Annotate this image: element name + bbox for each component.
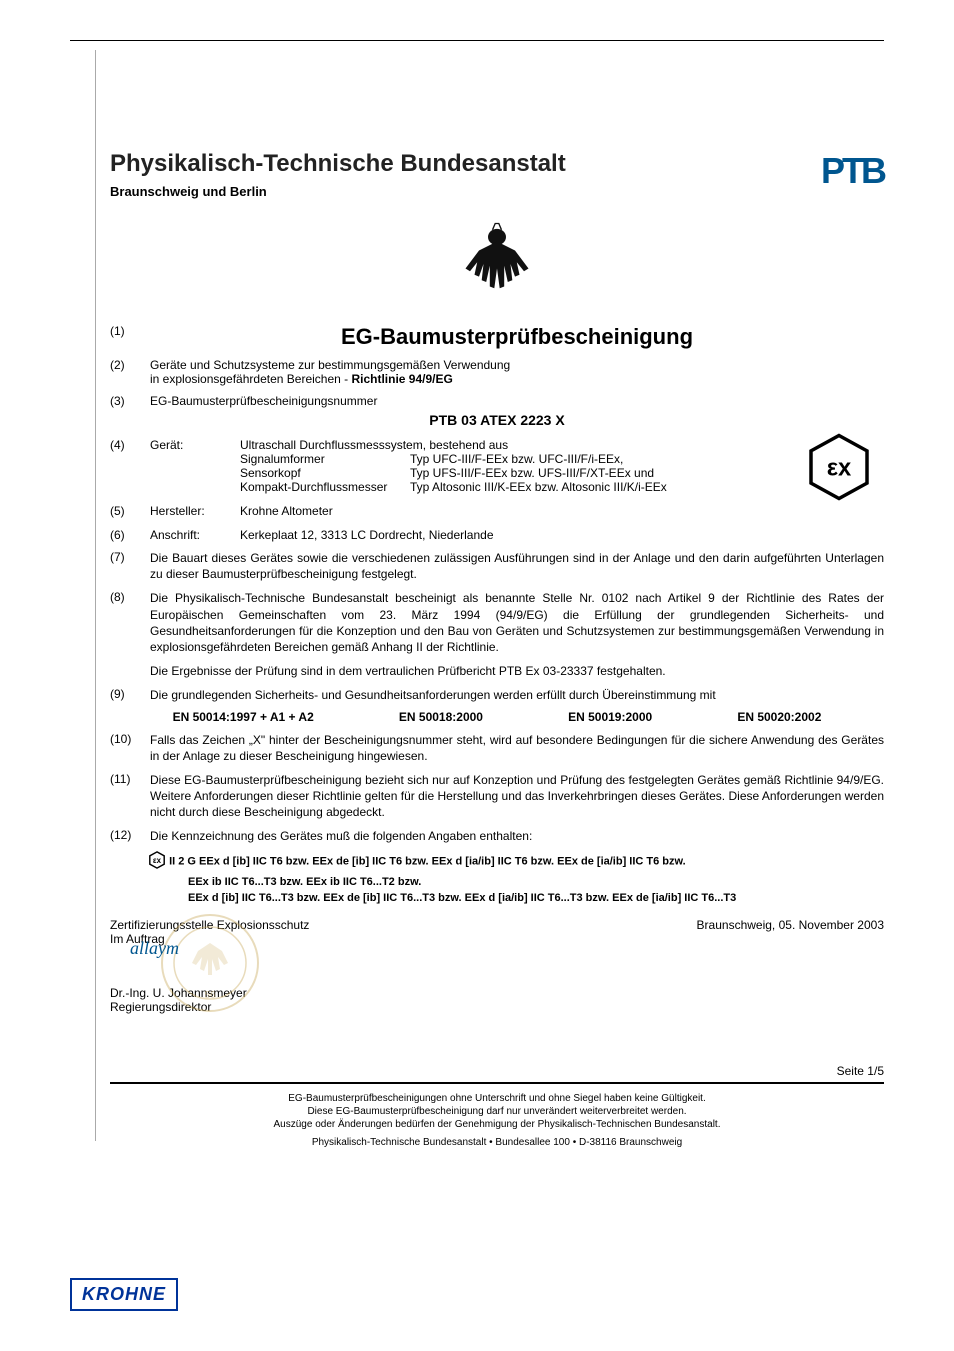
label5: Hersteller:: [150, 504, 240, 518]
line2b: in explosionsgefährdeten Bereichen -: [150, 372, 351, 386]
std2: EN 50018:2000: [399, 710, 483, 724]
dev-r2-label: Sensorkopf: [240, 466, 410, 480]
item-num-3: (3): [110, 394, 150, 408]
svg-text:εx: εx: [827, 454, 852, 481]
dev-r1-label: Signalumformer: [240, 452, 410, 466]
line2a: Geräte und Schutzsysteme zur bestimmungs…: [150, 358, 510, 372]
std1: EN 50014:1997 + A1 + A2: [173, 710, 314, 724]
item-row-12: (12) Die Kennzeichnung des Gerätes muß d…: [110, 828, 884, 844]
para8b: Die Ergebnisse der Prüfung sind in dem v…: [150, 663, 884, 679]
cert-number: PTB 03 ATEX 2223 X: [110, 412, 884, 428]
ex-rating-block: εx II 2 G EEx d [ib] IIC T6 bzw. EEx de …: [110, 851, 884, 904]
footer-notes: EG-Baumusterprüfbescheinigungen ohne Unt…: [110, 1092, 884, 1131]
svg-text:56: 56: [204, 990, 216, 1001]
signature-row: Zertifizierungsstelle Explosionsschutz I…: [110, 918, 884, 1014]
item-row-7: (7) Die Bauart dieses Gerätes sowie die …: [110, 550, 884, 582]
value6: Kerkeplaat 12, 3313 LC Dordrecht, Nieder…: [240, 528, 884, 542]
sig-place-date: Braunschweig, 05. November 2003: [697, 918, 884, 932]
item-row-2: (2) Geräte und Schutzsysteme zur bestimm…: [110, 358, 884, 386]
item-8-content: Die Physikalisch-Technische Bundesanstal…: [150, 590, 884, 679]
device-label: Gerät:: [150, 438, 240, 494]
org-title: Physikalisch-Technische Bundesanstalt: [110, 150, 566, 178]
value5: Krohne Altometer: [240, 504, 884, 518]
header-row: Physikalisch-Technische Bundesanstalt Br…: [110, 150, 884, 199]
page-number: Seite 1/5: [110, 1064, 884, 1078]
std4: EN 50020:2002: [737, 710, 821, 724]
dev-r3-label: Kompakt-Durchflussmesser: [240, 480, 410, 494]
device-intro: Ultraschall Durchflussmesssystem, besteh…: [240, 438, 884, 452]
device-content: Ultraschall Durchflussmesssystem, besteh…: [240, 438, 884, 494]
device-sub-row-1: Signalumformer Typ UFC-III/F-EEx bzw. UF…: [240, 452, 884, 466]
svg-text:εx: εx: [153, 856, 162, 865]
item-3-content: EG-Baumusterprüfbescheinigungsnummer: [150, 394, 884, 408]
footer-note3: Auszüge oder Änderungen bedürfen der Gen…: [110, 1118, 884, 1131]
item-num-9: (9): [110, 687, 150, 701]
item-num-8: (8): [110, 590, 150, 604]
cert-title-row: (1) EG-Baumusterprüfbescheinigung: [110, 324, 884, 350]
eagle-emblem: [110, 219, 884, 314]
header-text-block: Physikalisch-Technische Bundesanstalt Br…: [110, 150, 566, 199]
item-num-11: (11): [110, 772, 150, 786]
ptb-logo: PTB: [821, 150, 884, 192]
item-num-2: (2): [110, 358, 150, 372]
item-row-11: (11) Diese EG-Baumusterprüfbescheinigung…: [110, 772, 884, 821]
org-subtitle: Braunschweig und Berlin: [110, 184, 566, 199]
para7: Die Bauart dieses Gerätes sowie die vers…: [150, 550, 884, 582]
item-num-4: (4): [110, 438, 150, 494]
footer-rule: [110, 1082, 884, 1084]
para10: Falls das Zeichen „X" hinter der Beschei…: [150, 732, 884, 764]
signature-right: Braunschweig, 05. November 2003: [697, 918, 884, 1014]
item-num-6: (6): [110, 528, 150, 542]
line2c: Richtlinie 94/9/EG: [351, 372, 452, 386]
item-2-content: Geräte und Schutzsysteme zur bestimmungs…: [150, 358, 884, 386]
ex-inline-icon: εx: [148, 851, 166, 872]
device-sub-row-3: Kompakt-Durchflussmesser Typ Altosonic I…: [240, 480, 884, 494]
krohne-logo: KROHNE: [70, 1278, 178, 1311]
ex-mark-hexagon: εx: [804, 432, 874, 507]
cert-title: EG-Baumusterprüfbescheinigung: [150, 324, 884, 350]
device-sub-row-2: Sensorkopf Typ UFS-III/F-EEx bzw. UFS-II…: [240, 466, 884, 480]
item-row-10: (10) Falls das Zeichen „X" hinter der Be…: [110, 732, 884, 764]
item-row-9: (9) Die grundlegenden Sicherheits- und G…: [110, 687, 884, 703]
footer-note1: EG-Baumusterprüfbescheinigungen ohne Unt…: [110, 1092, 884, 1105]
standards-row: EN 50014:1997 + A1 + A2 EN 50018:2000 EN…: [110, 710, 884, 724]
item-row-4: (4) Gerät: Ultraschall Durchflussmesssys…: [110, 438, 884, 494]
item-row-5: (5) Hersteller: Krohne Altometer: [110, 504, 884, 518]
item-num-12: (12): [110, 828, 150, 842]
para11: Diese EG-Baumusterprüfbescheinigung bezi…: [150, 772, 884, 821]
item-num-7: (7): [110, 550, 150, 564]
footer-note2: Diese EG-Baumusterprüfbescheinigung darf…: [110, 1105, 884, 1118]
item-row-6: (6) Anschrift: Kerkeplaat 12, 3313 LC Do…: [110, 528, 884, 542]
page-container: Physikalisch-Technische Bundesanstalt Br…: [0, 0, 954, 1188]
signature-left: Zertifizierungsstelle Explosionsschutz I…: [110, 918, 697, 1014]
ex-hexagon-icon: εx: [804, 432, 874, 502]
ex-line-1: εx II 2 G EEx d [ib] IIC T6 bzw. EEx de …: [148, 851, 884, 872]
stamp-icon: 56: [160, 913, 260, 1016]
para12: Die Kennzeichnung des Gerätes muß die fo…: [150, 828, 884, 844]
ex-line2-text: EEx ib IIC T6...T3 bzw. EEx ib IIC T6...…: [188, 876, 884, 888]
para9: Die grundlegenden Sicherheits- und Gesun…: [150, 687, 884, 703]
ex-line3-text: EEx d [ib] IIC T6...T3 bzw. EEx de [ib] …: [188, 892, 884, 904]
item-row-3: (3) EG-Baumusterprüfbescheinigungsnummer: [110, 394, 884, 408]
item-num-10: (10): [110, 732, 150, 746]
sig-handwriting: allaym: [130, 938, 179, 959]
std3: EN 50019:2000: [568, 710, 652, 724]
ex-line1-text: II 2 G EEx d [ib] IIC T6 bzw. EEx de [ib…: [169, 855, 686, 867]
eagle-icon: [452, 219, 542, 309]
footer-address: Physikalisch-Technische Bundesanstalt • …: [110, 1137, 884, 1148]
para8a: Die Physikalisch-Technische Bundesanstal…: [150, 590, 884, 655]
label6: Anschrift:: [150, 528, 240, 542]
item-num-1: (1): [110, 324, 150, 338]
item-num-5: (5): [110, 504, 150, 518]
item-row-8: (8) Die Physikalisch-Technische Bundesan…: [110, 590, 884, 679]
